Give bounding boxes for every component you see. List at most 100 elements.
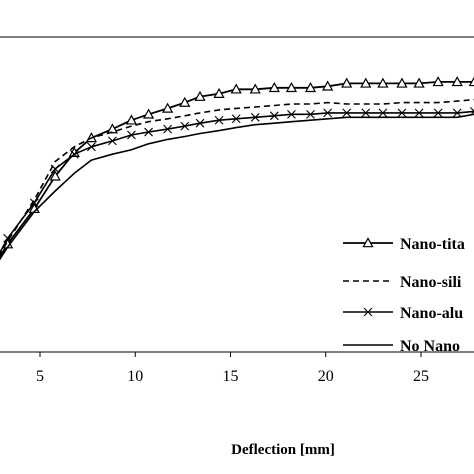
x-marker [323,108,333,118]
legend-item: No Nano [343,338,460,355]
x-marker-stroke [50,164,60,174]
x-tick-label: 25 [413,368,429,385]
x-marker-stroke [414,108,424,118]
triangle-marker [213,87,225,98]
x-marker-stroke [3,233,13,243]
triangle-marker [249,83,261,94]
x-marker [108,136,117,146]
x-marker [361,108,371,118]
x-marker [269,111,279,121]
x-marker-stroke [127,130,136,140]
series-line [0,113,474,261]
x-marker [414,108,424,118]
x-marker [87,142,96,152]
triangle-marker [432,76,444,87]
triangle-marker [142,108,155,119]
x-marker-stroke [87,142,96,152]
x-marker-stroke [231,114,241,124]
triangle-marker [360,77,372,88]
x-marker [306,109,315,119]
triangle-marker [179,96,191,107]
x-marker [397,108,407,118]
x-marker [180,121,190,131]
series-3 [0,107,474,255]
legend-label: Nano-tita [400,236,465,253]
x-marker-stroke [163,124,173,134]
x-marker [3,233,13,243]
series-4 [0,113,474,261]
x-marker-stroke [250,112,260,122]
triangle-marker [396,77,408,88]
x-marker-stroke [342,108,352,118]
x-marker-stroke [363,307,373,317]
triangle-marker [285,81,298,93]
triangle-marker [268,81,280,93]
triangle-marker [341,77,353,88]
x-tick-label: 5 [36,368,44,385]
x-marker [50,164,60,174]
x-marker-stroke [433,108,443,118]
x-marker [452,108,462,118]
x-marker-stroke [269,111,279,121]
series-line [0,110,474,255]
x-marker [69,149,79,159]
triangle-marker [377,77,389,88]
legend-label: No Nano [400,338,460,355]
x-marker [163,124,173,134]
x-marker-stroke [69,149,79,159]
triangle-marker [230,83,242,94]
x-marker-stroke [144,127,153,137]
triangle-marker [49,170,61,181]
triangle-marker [304,81,317,93]
x-tick-label: 15 [223,368,239,385]
x-marker-stroke [306,109,315,119]
legend-item: Nano-tita [343,236,465,253]
x-marker-stroke [361,108,371,118]
x-axis-title: Deflection [mm] [231,442,335,458]
x-marker [29,198,39,208]
x-marker-stroke [452,108,462,118]
legend-item: Nano-sili [343,274,462,291]
triangle-marker [162,102,174,113]
x-marker [144,127,153,137]
x-marker [250,112,260,122]
x-marker [342,108,352,118]
triangle-marker [451,76,463,87]
x-marker [127,130,136,140]
x-marker-stroke [195,118,205,128]
series-1 [0,76,474,259]
x-marker [287,109,296,119]
series-layer [0,76,474,261]
x-marker-stroke [29,198,39,208]
triangle-marker [413,77,425,88]
plot-frame [0,36,474,353]
x-marker-stroke [378,108,388,118]
triangle-marker [468,76,474,87]
x-marker-stroke [323,108,333,118]
triangle-marker [125,114,138,125]
series-line [0,98,474,257]
x-marker [363,307,373,317]
x-axis-ticks: 5 10 15 20 25 [36,352,429,385]
x-marker [195,118,205,128]
triangle-marker [194,90,206,101]
series-2 [0,98,474,257]
legend: Nano-tita Nano-sili Nano-alu No Nano [343,236,465,355]
triangle-marker [322,80,334,91]
legend-item: Nano-alu [343,305,463,322]
x-marker [214,115,224,125]
x-marker-stroke [287,109,296,119]
legend-label: Nano-sili [400,274,462,291]
x-tick-label: 20 [318,368,334,385]
x-tick-label: 10 [127,368,143,385]
x-marker [231,114,241,124]
x-marker-stroke [397,108,407,118]
x-marker-stroke [180,121,190,131]
x-marker [378,108,388,118]
triangle-marker [362,237,374,248]
x-marker-stroke [108,136,117,146]
legend-label: Nano-alu [400,305,463,322]
x-marker [433,108,443,118]
x-marker-stroke [214,115,224,125]
